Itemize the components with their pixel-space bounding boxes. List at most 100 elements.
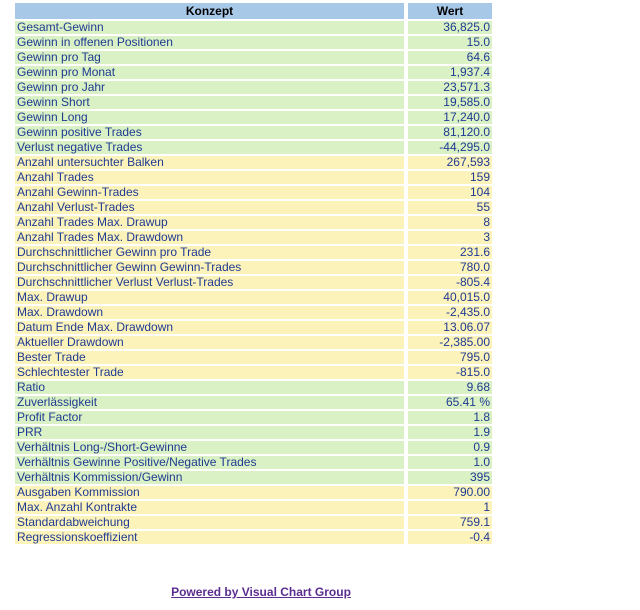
table-row: Verhältnis Gewinne Positive/Negative Tra…	[15, 456, 492, 469]
row-value: 23,571.3	[408, 81, 492, 94]
row-label: Bester Trade	[15, 351, 404, 364]
table-row: Ausgaben Kommission 790.00	[15, 486, 492, 499]
row-label: Max. Anzahl Kontrakte	[15, 501, 404, 514]
row-value: 1.8	[408, 411, 492, 424]
row-label: Verhältnis Gewinne Positive/Negative Tra…	[15, 456, 404, 469]
row-value: 55	[408, 201, 492, 214]
table-row: Gewinn pro Tag 64.6	[15, 51, 492, 64]
table-row: Max. Drawup 40,015.0	[15, 291, 492, 304]
row-value: 36,825.0	[408, 21, 492, 34]
row-label: Regressionskoeffizient	[15, 531, 404, 544]
row-value: 17,240.0	[408, 111, 492, 124]
column-header-wert: Wert	[408, 3, 492, 19]
table-header-row: Konzept Wert	[15, 3, 492, 19]
table-row: Verhältnis Kommission/Gewinn 395	[15, 471, 492, 484]
row-value: 159	[408, 171, 492, 184]
table-row: Gesamt-Gewinn 36,825.0	[15, 21, 492, 34]
row-label: Max. Drawup	[15, 291, 404, 304]
row-label: Gewinn pro Monat	[15, 66, 404, 79]
row-label: Gewinn pro Tag	[15, 51, 404, 64]
table-row: Gewinn positive Trades 81,120.0	[15, 126, 492, 139]
row-label: Gewinn pro Jahr	[15, 81, 404, 94]
table-row: Gewinn Short 19,585.0	[15, 96, 492, 109]
row-label: Verlust negative Trades	[15, 141, 404, 154]
row-label: Anzahl Trades Max. Drawdown	[15, 231, 404, 244]
row-label: Verhältnis Kommission/Gewinn	[15, 471, 404, 484]
table-row: Standardabweichung 759.1	[15, 516, 492, 529]
table-row: Anzahl Trades Max. Drawup 8	[15, 216, 492, 229]
column-header-konzept: Konzept	[15, 3, 404, 19]
table-row: Gewinn Long 17,240.0	[15, 111, 492, 124]
table-row: Ratio 9.68	[15, 381, 492, 394]
row-value: -0.4	[408, 531, 492, 544]
row-value: -2,385.00	[408, 336, 492, 349]
table-row: Durchschnittlicher Gewinn Gewinn-Trades 7…	[15, 261, 492, 274]
row-value: 19,585.0	[408, 96, 492, 109]
row-value: 0.9	[408, 441, 492, 454]
footer: Powered by Visual Chart Group	[0, 585, 522, 601]
row-label: PRR	[15, 426, 404, 439]
row-value: 65.41 %	[408, 396, 492, 409]
row-value: -815.0	[408, 366, 492, 379]
row-value: 15.0	[408, 36, 492, 49]
row-label: Anzahl Verlust-Trades	[15, 201, 404, 214]
row-label: Verhältnis Long-/Short-Gewinne	[15, 441, 404, 454]
row-value: 395	[408, 471, 492, 484]
row-label: Profit Factor	[15, 411, 404, 424]
table-row: Datum Ende Max. Drawdown 13.06.07	[15, 321, 492, 334]
table-row: Anzahl Trades Max. Drawdown 3	[15, 231, 492, 244]
row-label: Ausgaben Kommission	[15, 486, 404, 499]
row-label: Max. Drawdown	[15, 306, 404, 319]
row-value: 104	[408, 186, 492, 199]
row-value: 790.00	[408, 486, 492, 499]
powered-by-visual-chart-group-link[interactable]: Powered by Visual Chart Group	[171, 585, 351, 599]
table-row: Gewinn pro Monat 1,937.4	[15, 66, 492, 79]
row-label: Aktueller Drawdown	[15, 336, 404, 349]
table-row: Gewinn pro Jahr 23,571.3	[15, 81, 492, 94]
row-label: Gewinn Long	[15, 111, 404, 124]
row-value: -2,435.0	[408, 306, 492, 319]
row-label: Anzahl untersuchter Balken	[15, 156, 404, 169]
table-row: Anzahl untersuchter Balken 267,593	[15, 156, 492, 169]
table-row: Anzahl Trades 159	[15, 171, 492, 184]
row-value: 231.6	[408, 246, 492, 259]
row-label: Zuverlässigkeit	[15, 396, 404, 409]
row-value: 759.1	[408, 516, 492, 529]
row-label: Ratio	[15, 381, 404, 394]
row-label: Durchschnittlicher Gewinn Gewinn-Trades	[15, 261, 404, 274]
row-value: 64.6	[408, 51, 492, 64]
row-label: Durchschnittlicher Verlust Verlust-Trade…	[15, 276, 404, 289]
row-value: 8	[408, 216, 492, 229]
table-row: Verlust negative Trades -44,295.0	[15, 141, 492, 154]
row-label: Gewinn in offenen Positionen	[15, 36, 404, 49]
row-label: Anzahl Trades	[15, 171, 404, 184]
table-row: Anzahl Verlust-Trades 55	[15, 201, 492, 214]
table-row: Schlechtester Trade -815.0	[15, 366, 492, 379]
table-row: Aktueller Drawdown -2,385.00	[15, 336, 492, 349]
table-row: PRR 1.9	[15, 426, 492, 439]
row-label: Anzahl Gewinn-Trades	[15, 186, 404, 199]
table-row: Durchschnittlicher Gewinn pro Trade 231.6	[15, 246, 492, 259]
row-label: Gesamt-Gewinn	[15, 21, 404, 34]
table-row: Anzahl Gewinn-Trades 104	[15, 186, 492, 199]
row-value: 13.06.07	[408, 321, 492, 334]
table-row: Profit Factor 1.8	[15, 411, 492, 424]
row-value: 9.68	[408, 381, 492, 394]
table-row: Regressionskoeffizient -0.4	[15, 531, 492, 544]
row-label: Gewinn positive Trades	[15, 126, 404, 139]
row-value: -805.4	[408, 276, 492, 289]
table-row: Durchschnittlicher Verlust Verlust-Trade…	[15, 276, 492, 289]
table-row: Zuverlässigkeit 65.41 %	[15, 396, 492, 409]
row-value: 1.0	[408, 456, 492, 469]
table-row: Bester Trade 795.0	[15, 351, 492, 364]
row-label: Durchschnittlicher Gewinn pro Trade	[15, 246, 404, 259]
row-value: 780.0	[408, 261, 492, 274]
row-label: Gewinn Short	[15, 96, 404, 109]
row-value: 40,015.0	[408, 291, 492, 304]
row-value: 1.9	[408, 426, 492, 439]
row-value: 1	[408, 501, 492, 514]
table-row: Max. Anzahl Kontrakte 1	[15, 501, 492, 514]
table-row: Max. Drawdown -2,435.0	[15, 306, 492, 319]
row-label: Standardabweichung	[15, 516, 404, 529]
